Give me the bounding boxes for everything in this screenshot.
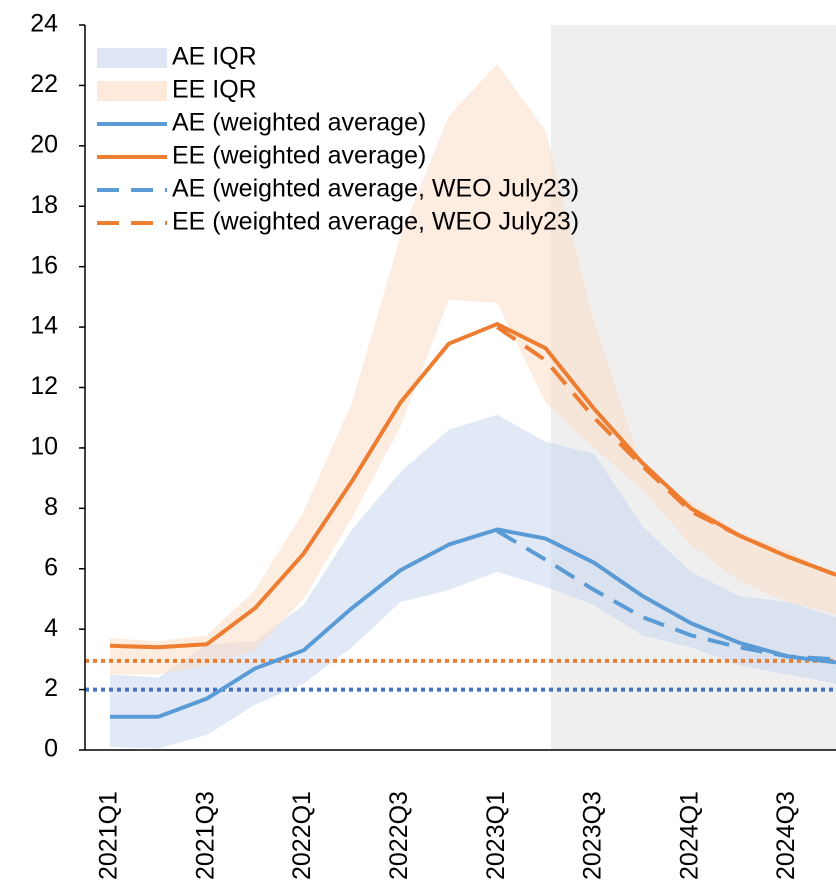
x-tick-label: 2023Q1 xyxy=(482,791,510,880)
y-tick-label: 14 xyxy=(30,312,58,340)
y-tick-label: 12 xyxy=(30,372,58,400)
legend-label: EE IQR xyxy=(172,76,257,104)
x-tick-label: 2021Q3 xyxy=(191,791,219,880)
legend-swatch xyxy=(97,48,167,68)
series-line xyxy=(110,527,836,719)
x-tick-label: 2024Q3 xyxy=(772,791,800,880)
legend-label: AE (weighted average) xyxy=(172,109,426,137)
legend-label: AE IQR xyxy=(172,43,257,71)
series-line xyxy=(496,325,836,577)
iqr-band xyxy=(110,414,836,749)
y-tick-label: 16 xyxy=(30,251,58,279)
x-tick-label: 2021Q1 xyxy=(95,791,123,880)
y-tick-label: 4 xyxy=(44,614,58,642)
x-tick-label: 2024Q1 xyxy=(675,791,703,880)
y-tick-label: 18 xyxy=(30,191,58,219)
legend-label: EE (weighted average) xyxy=(172,142,426,170)
y-tick-label: 0 xyxy=(44,735,58,763)
x-tick-label: 2023Q3 xyxy=(579,791,607,880)
y-tick-label: 24 xyxy=(30,10,58,38)
legend-label: EE (weighted average, WEO July23) xyxy=(172,208,579,236)
y-tick-label: 8 xyxy=(44,493,58,521)
y-tick-label: 22 xyxy=(30,70,58,98)
series-line xyxy=(496,529,836,662)
y-tick-label: 6 xyxy=(44,553,58,581)
y-tick-label: 2 xyxy=(44,674,58,702)
legend-label: AE (weighted average, WEO July23) xyxy=(172,175,579,203)
iqr-band xyxy=(110,64,836,675)
x-tick-label: 2022Q3 xyxy=(385,791,413,880)
x-tick-label: 2022Q1 xyxy=(288,791,316,880)
y-tick-label: 20 xyxy=(30,130,58,158)
series-line xyxy=(109,322,836,650)
legend-swatch xyxy=(97,81,167,101)
y-tick-label: 10 xyxy=(30,433,58,461)
